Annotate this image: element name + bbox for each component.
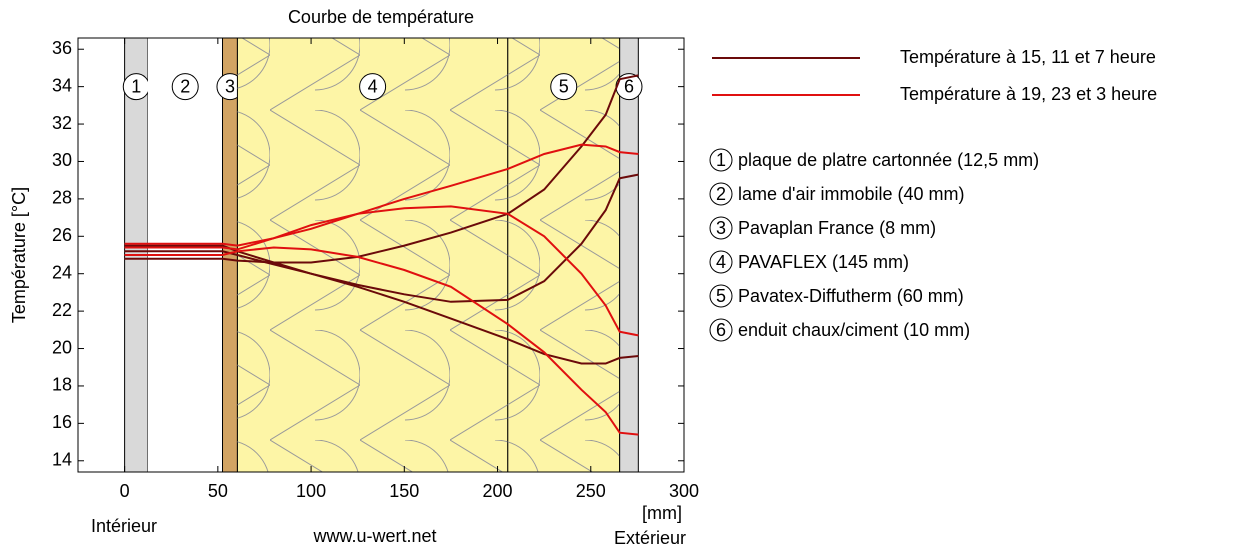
temperature-line bbox=[124, 173, 639, 303]
legend-label: enduit chaux/ciment (10 mm) bbox=[738, 320, 970, 340]
legend-marker bbox=[709, 284, 733, 308]
legend-number: 2 bbox=[716, 184, 726, 204]
legend-marker bbox=[709, 216, 733, 240]
y-tick-label: 22 bbox=[52, 300, 72, 320]
legend-marker bbox=[709, 318, 733, 342]
layer-number: 1 bbox=[131, 76, 141, 96]
x-tick-label: 0 bbox=[120, 481, 130, 501]
layer-marker bbox=[171, 73, 199, 101]
y-tick-label: 16 bbox=[52, 412, 72, 432]
layer-number: 4 bbox=[368, 76, 378, 96]
y-tick-label: 32 bbox=[52, 113, 72, 133]
legend-label: Pavatex-Diffutherm (60 mm) bbox=[738, 286, 964, 306]
legend-label: Pavaplan France (8 mm) bbox=[738, 218, 936, 238]
y-tick-label: 24 bbox=[52, 262, 72, 282]
legend-number: 3 bbox=[716, 218, 726, 238]
temperature-line bbox=[124, 205, 639, 337]
x-tick-label: 250 bbox=[576, 481, 606, 501]
layer-number: 2 bbox=[180, 76, 190, 96]
legend-marker bbox=[709, 182, 733, 206]
y-tick-label: 28 bbox=[52, 188, 72, 208]
temperature-line bbox=[124, 74, 639, 264]
legend-label: Température à 15, 11 et 7 heure bbox=[900, 47, 1156, 67]
temperature-line bbox=[124, 143, 639, 247]
legend-number: 6 bbox=[716, 320, 726, 340]
plot-frame bbox=[77, 37, 685, 473]
legend-label: PAVAFLEX (145 mm) bbox=[738, 252, 909, 272]
x-tick-label: 100 bbox=[296, 481, 326, 501]
layer-marker bbox=[550, 73, 578, 101]
x-tick-label: 300 bbox=[669, 481, 699, 501]
layer-number: 6 bbox=[624, 76, 634, 96]
x-tick-label: 150 bbox=[389, 481, 419, 501]
y-tick-label: 14 bbox=[52, 450, 72, 470]
legend-number: 5 bbox=[716, 286, 726, 306]
legend-label: plaque de platre cartonnée (12,5 mm) bbox=[738, 150, 1039, 170]
x-tick-label: 200 bbox=[483, 481, 513, 501]
y-tick-label: 26 bbox=[52, 225, 72, 245]
temperature-line bbox=[124, 246, 639, 436]
y-axis-label: Température [°C] bbox=[9, 187, 29, 323]
annotation: www.u-wert.net bbox=[312, 526, 436, 546]
legend-marker bbox=[709, 148, 733, 172]
layer-number: 3 bbox=[225, 76, 235, 96]
legend-number: 1 bbox=[716, 150, 726, 170]
legend-label: lame d'air immobile (40 mm) bbox=[738, 184, 965, 204]
y-tick-label: 36 bbox=[52, 38, 72, 58]
chart-title: Courbe de température bbox=[288, 7, 474, 27]
legend-marker bbox=[709, 250, 733, 274]
wall-layer bbox=[619, 37, 639, 473]
annotation: Intérieur bbox=[91, 516, 157, 536]
x-tick-label: 50 bbox=[208, 481, 228, 501]
insulation-pattern bbox=[237, 38, 508, 472]
y-tick-label: 18 bbox=[52, 375, 72, 395]
y-tick-label: 34 bbox=[52, 75, 72, 95]
layer-marker bbox=[359, 73, 387, 101]
legend-label: Température à 19, 23 et 3 heure bbox=[900, 84, 1157, 104]
annotation: Extérieur bbox=[614, 528, 686, 548]
y-tick-label: 30 bbox=[52, 150, 72, 170]
x-axis-label: [mm] bbox=[642, 503, 682, 523]
legend-number: 4 bbox=[716, 252, 726, 272]
layer-number: 5 bbox=[559, 76, 569, 96]
y-tick-label: 20 bbox=[52, 337, 72, 357]
temperature-line bbox=[124, 244, 639, 365]
